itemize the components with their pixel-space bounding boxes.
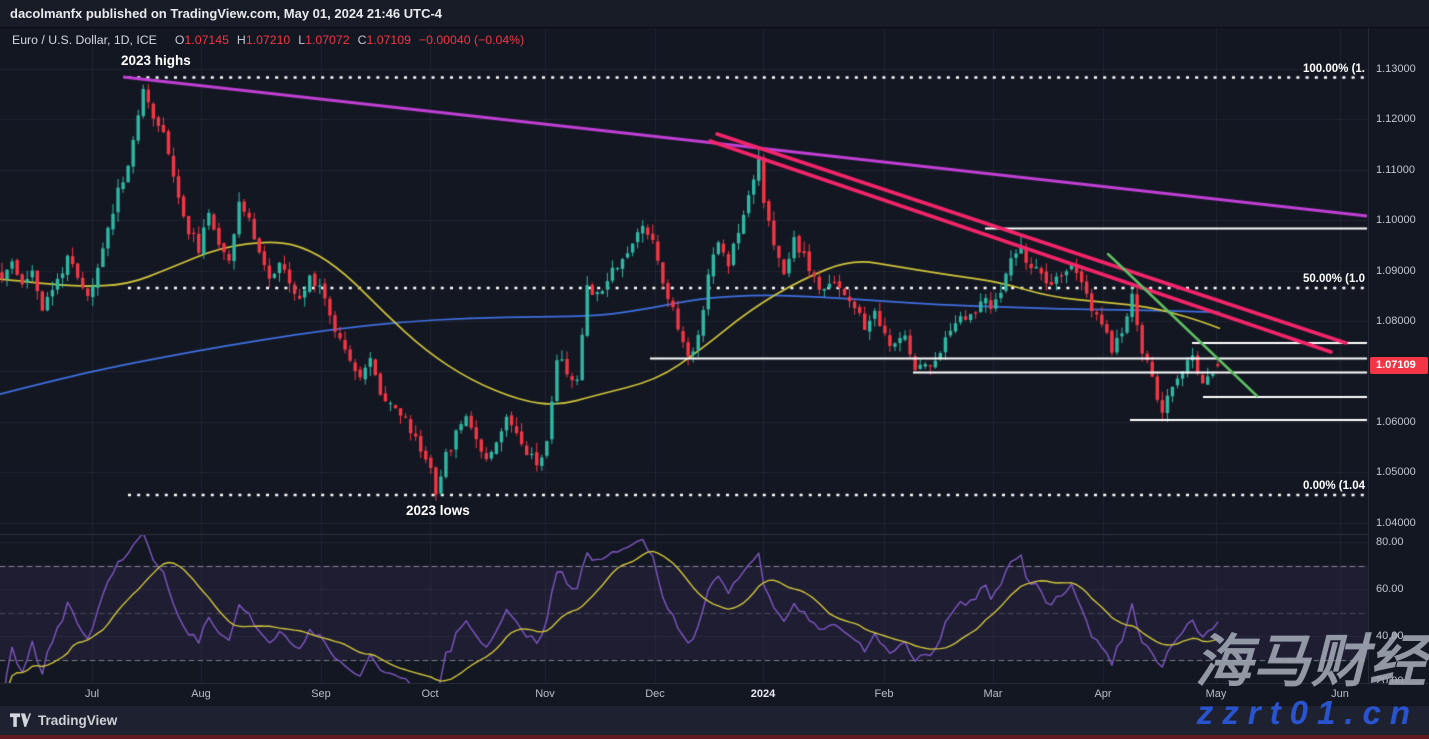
rsi-axis-label: 80.00 bbox=[1376, 536, 1404, 548]
time-axis-label: Oct bbox=[421, 688, 439, 700]
time-axis-label: Jul bbox=[84, 688, 100, 700]
ohlc-key: O bbox=[174, 33, 185, 47]
time-axis-label: Mar bbox=[983, 688, 1003, 700]
attribution-bar: TradingView bbox=[0, 705, 1429, 735]
bottom-red-strip bbox=[0, 735, 1429, 739]
tradingview-logo-text: TradingView bbox=[38, 713, 118, 728]
publish-info-bar: dacolmanfx published on TradingView.com,… bbox=[0, 0, 1429, 28]
time-axis-label: Jun bbox=[1331, 688, 1349, 700]
time-axis-label: Sep bbox=[311, 688, 331, 700]
ohlc-value: 1.07109 bbox=[366, 33, 411, 47]
annotation-2023-lows: 2023 lows bbox=[406, 503, 470, 518]
price-axis[interactable]: 1.07109 1.13000 1.12000 1.11000 1.10000 1.09… bbox=[1368, 28, 1429, 687]
price-axis-label: 1.11000 bbox=[1376, 163, 1415, 176]
ohlc-key: L bbox=[298, 33, 306, 47]
symbol-title: Euro / U.S. Dollar, 1D, ICE bbox=[12, 33, 157, 47]
symbol-legend[interactable]: Euro / U.S. Dollar, 1D, ICE O1.07145 H1.07… bbox=[12, 33, 524, 47]
time-axis-label: Dec bbox=[645, 688, 665, 700]
last-price-tag: 1.07109 bbox=[1370, 357, 1428, 375]
tradingview-logo-link[interactable]: TradingView bbox=[10, 713, 117, 728]
price-axis-label: 1.06000 bbox=[1376, 415, 1416, 428]
tradingview-logo-icon bbox=[10, 713, 31, 727]
price-axis-label: 1.08000 bbox=[1376, 315, 1416, 327]
price-axis-label: 1.13000 bbox=[1376, 63, 1416, 75]
time-axis-label: Aug bbox=[191, 688, 211, 700]
watermark-url-text: zzrt01.cn bbox=[1196, 694, 1419, 731]
price-axis-label: 1.12000 bbox=[1376, 113, 1416, 126]
ohlc-key: H bbox=[236, 33, 246, 47]
rsi-axis-label: 60.00 bbox=[1376, 583, 1404, 595]
fib-level-label: 100.00% (1. bbox=[1302, 62, 1365, 75]
ohlc-value: 1.07072 bbox=[305, 33, 350, 47]
ohlc-value: 1.07210 bbox=[245, 33, 291, 47]
time-axis-label: Nov bbox=[535, 688, 555, 700]
pane-separator[interactable] bbox=[0, 534, 1429, 535]
price-axis-label: 1.05000 bbox=[1376, 466, 1416, 479]
time-axis-label: Apr bbox=[1094, 688, 1112, 700]
change-value: −0.00040 (−0.04%) bbox=[418, 33, 525, 47]
time-axis-label: Feb bbox=[874, 688, 894, 700]
fib-level-label: 0.00% (1.04 bbox=[1302, 480, 1365, 492]
publish-info-text: dacolmanfx published on TradingView.com,… bbox=[10, 6, 443, 21]
time-axis[interactable]: Jul Aug Sep Oct Nov Dec 2024 Feb Mar Apr May Jun bbox=[0, 683, 1429, 705]
price-axis-label: 1.09000 bbox=[1376, 264, 1416, 277]
ohlc-value: 1.07145 bbox=[184, 33, 229, 47]
ohlc-values: O1.07145 H1.07210 L1.07072 C1.07109 bbox=[167, 33, 411, 47]
time-axis-label: 2024 bbox=[750, 688, 776, 700]
annotation-2023-highs: 2023 highs bbox=[121, 53, 191, 68]
ohlc-key: C bbox=[357, 33, 367, 47]
fib-level-label: 50.00% (1.0 bbox=[1302, 273, 1365, 285]
watermark-cjk-text: 海马财经 bbox=[1195, 630, 1427, 694]
price-axis-label: 1.04000 bbox=[1376, 516, 1416, 529]
rsi-axis-label: 40.00 bbox=[1376, 630, 1404, 642]
price-axis-label: 1.10000 bbox=[1376, 214, 1416, 227]
time-axis-label: May bbox=[1205, 688, 1227, 700]
chart-canvas[interactable] bbox=[0, 28, 1368, 683]
